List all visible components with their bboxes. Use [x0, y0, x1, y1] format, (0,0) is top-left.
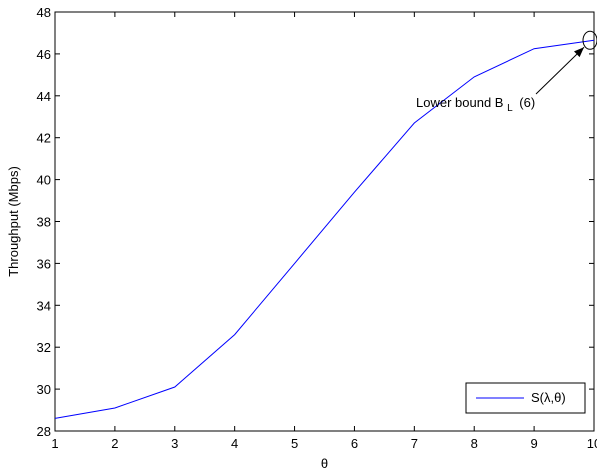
annotation-text: Lower bound B L (6) [416, 95, 535, 114]
y-tick-label: 44 [37, 89, 51, 104]
y-tick-label: 40 [37, 173, 51, 188]
y-axis-label: Throughput (Mbps) [6, 166, 21, 277]
annotation: Lower bound B L (6) [416, 30, 597, 114]
x-tick-label: 10 [587, 436, 597, 451]
plot-area-frame [54, 11, 595, 432]
y-tick-label: 36 [37, 256, 51, 271]
y-tick-label: 28 [37, 424, 51, 439]
x-tick-label: 4 [231, 436, 238, 451]
y-axis-ticks: 28 30 32 34 36 38 40 42 44 46 48 [37, 5, 594, 439]
y-tick-label: 48 [37, 5, 51, 20]
y-tick-label: 30 [37, 382, 51, 397]
legend-entry-label: S(λ,θ) [531, 390, 566, 405]
legend: S(λ,θ) [465, 382, 586, 414]
x-axis-ticks: 1 2 3 4 5 6 7 8 9 10 [51, 12, 597, 451]
x-tick-label: 3 [171, 436, 178, 451]
annotation-text-tail: (6) [519, 95, 535, 110]
annotation-arrowhead [574, 47, 584, 58]
annotation-text-subscript: L [507, 103, 513, 114]
y-tick-label: 42 [37, 131, 51, 146]
annotation-text-main: Lower bound B [416, 95, 503, 110]
x-tick-label: 1 [51, 436, 58, 451]
series-line [54, 39, 595, 419]
x-tick-label: 8 [471, 436, 478, 451]
y-tick-label: 46 [37, 47, 51, 62]
x-axis-label: θ [321, 456, 328, 471]
x-tick-label: 5 [291, 436, 298, 451]
x-tick-label: 2 [111, 436, 118, 451]
y-tick-label: 32 [37, 340, 51, 355]
x-tick-label: 7 [411, 436, 418, 451]
y-tick-label: 34 [37, 298, 51, 313]
x-tick-label: 6 [351, 436, 358, 451]
y-tick-label: 38 [37, 215, 51, 230]
annotation-arrow [535, 46, 585, 95]
x-tick-label: 9 [530, 436, 537, 451]
series-layer [54, 39, 595, 419]
annotation-circle [582, 30, 597, 50]
